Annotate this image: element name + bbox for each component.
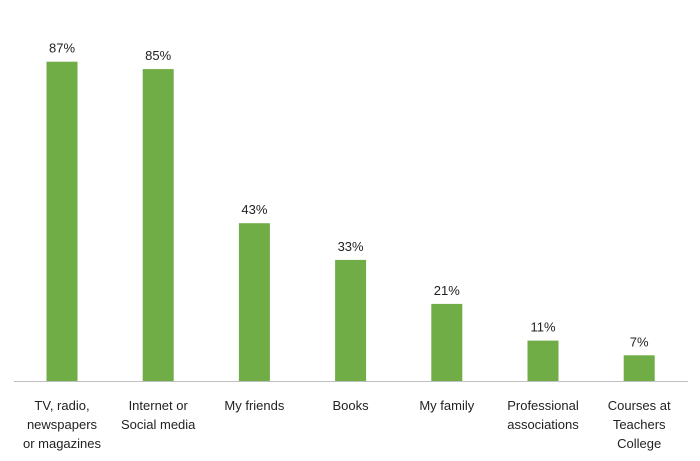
bar <box>238 223 270 381</box>
data-label: 7% <box>630 334 649 349</box>
category-label-line: or magazines <box>23 436 102 451</box>
data-label: 43% <box>241 202 267 217</box>
bar <box>46 61 78 381</box>
category-label-line: newspapers <box>27 417 98 432</box>
bar <box>527 340 559 381</box>
data-label: 85% <box>145 48 171 63</box>
bars-group <box>46 61 655 381</box>
category-labels-group: TV, radio, newspapers or magazines Internet… <box>23 398 671 451</box>
category-label-line: My family <box>419 398 474 413</box>
category-label: TV, radio, newspapers or magazines <box>23 398 102 451</box>
category-label-line: Internet or <box>129 398 189 413</box>
bar <box>431 303 463 381</box>
category-label-line: Courses at <box>608 398 671 413</box>
category-label: Books <box>333 398 370 413</box>
category-label-line: College <box>617 436 661 451</box>
data-label: 21% <box>434 283 460 298</box>
category-label: My family <box>419 398 474 413</box>
bar <box>623 355 655 381</box>
data-labels-group: 87% 85% 43% 33% 21% 11% 7% <box>49 41 649 350</box>
bar <box>142 69 174 381</box>
category-label-line: associations <box>507 417 579 432</box>
category-label-line: Books <box>333 398 370 413</box>
category-label-line: Professional <box>507 398 579 413</box>
category-label: Professional associations <box>507 398 579 432</box>
category-label-line: Teachers <box>613 417 666 432</box>
category-label: Internet or Social media <box>121 398 196 432</box>
category-label-line: TV, radio, <box>34 398 89 413</box>
category-label: Courses at Teachers College <box>608 398 671 451</box>
bar <box>335 259 367 381</box>
category-label-line: Social media <box>121 417 196 432</box>
data-label: 87% <box>49 41 75 56</box>
category-label-line: My friends <box>224 398 284 413</box>
data-label: 11% <box>530 320 555 335</box>
category-label: My friends <box>224 398 284 413</box>
data-label: 33% <box>338 239 364 254</box>
